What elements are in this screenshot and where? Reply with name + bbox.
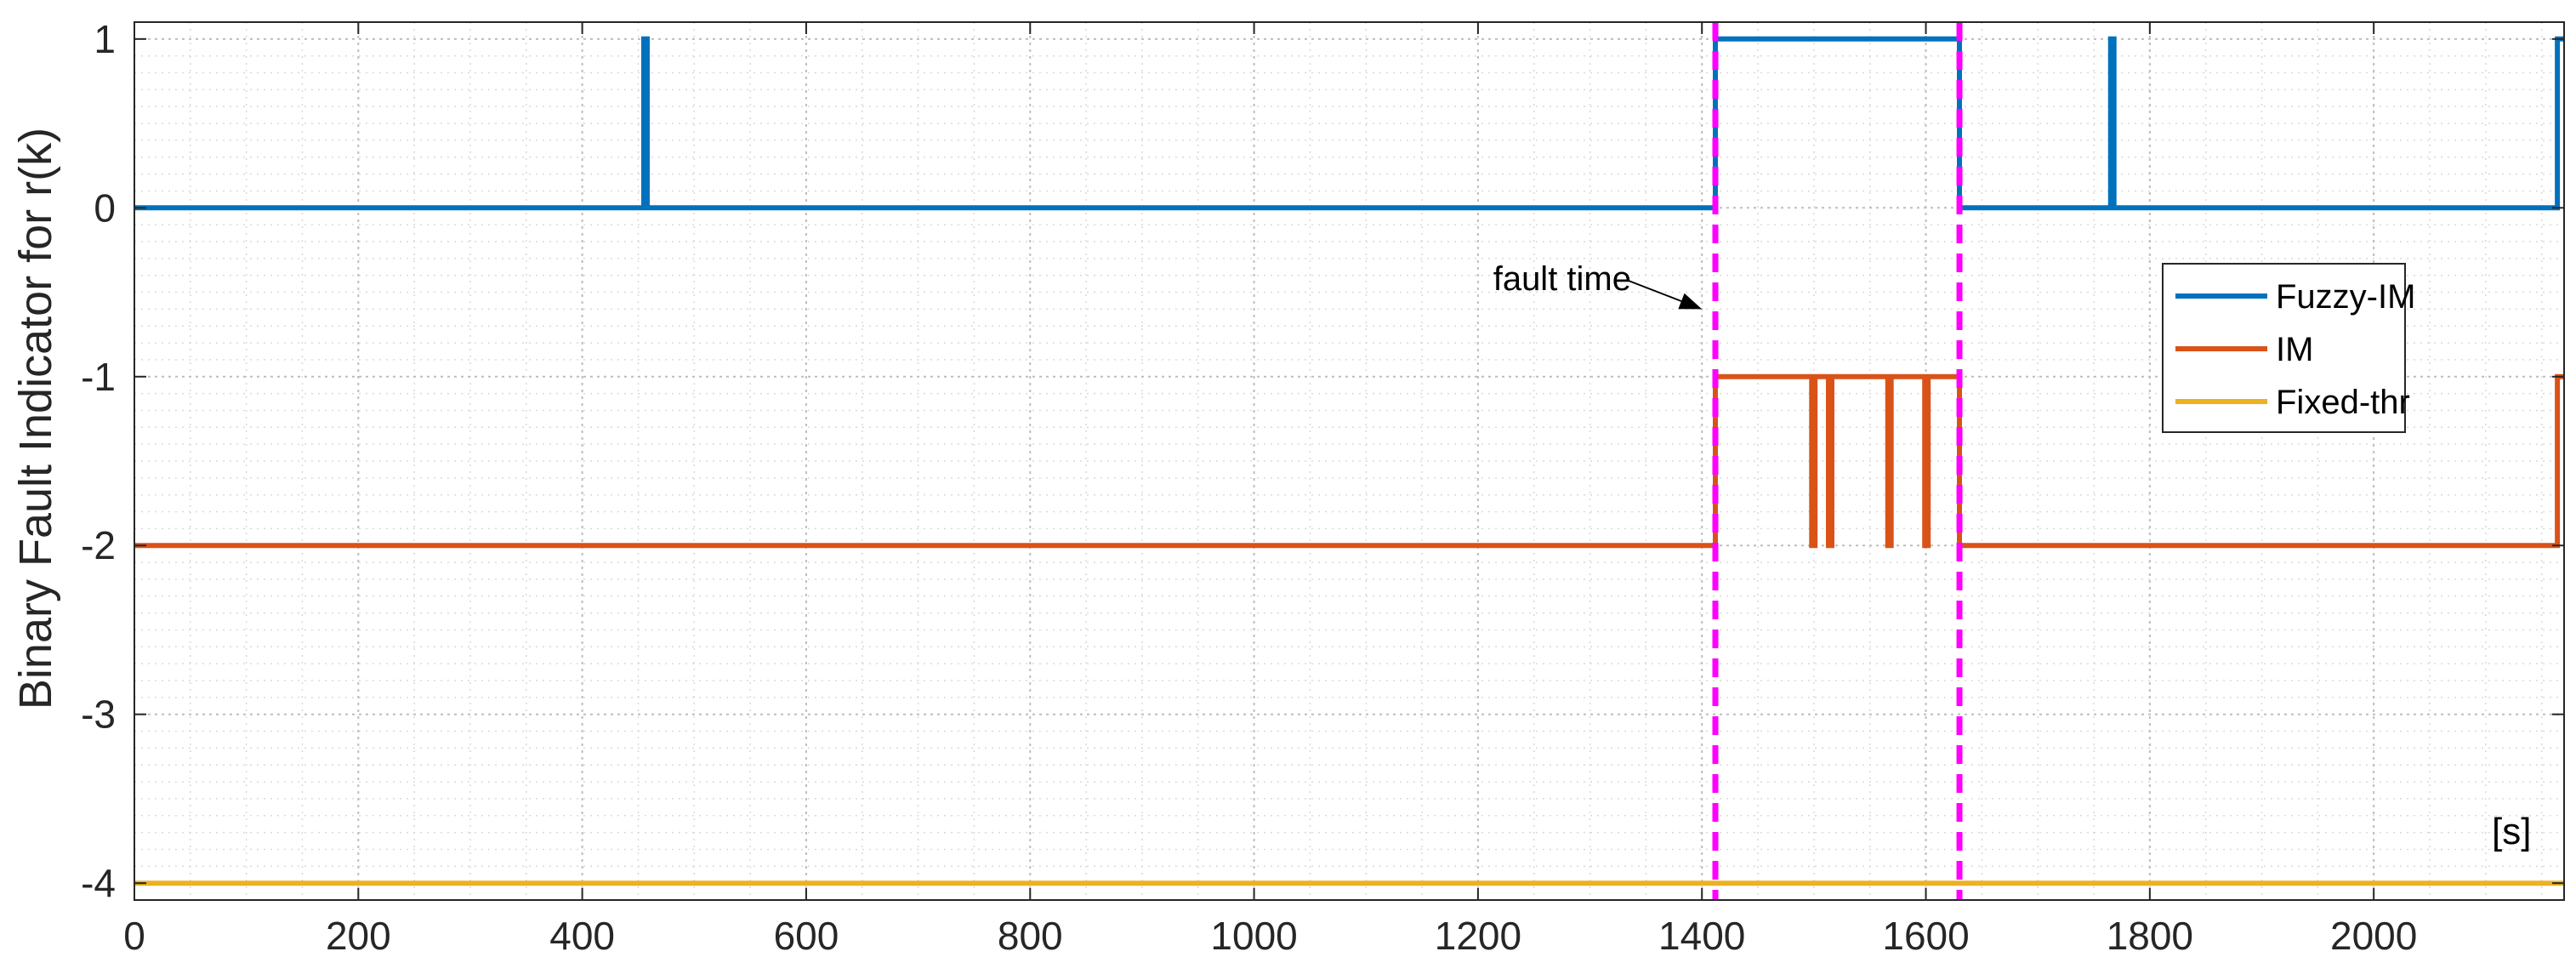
fault-time-arrowhead	[1678, 293, 1703, 310]
legend-label-im: IM	[2276, 331, 2313, 368]
plot-frame	[134, 21, 2565, 901]
fault-time-annotation: fault time	[1493, 260, 1703, 310]
plot-area	[134, 22, 2564, 900]
x-unit-label: [s]	[2492, 811, 2531, 852]
x-tick-label: 400	[549, 914, 615, 958]
y-tick-label: -3	[81, 692, 116, 737]
x-tick-label: 1600	[1882, 914, 1969, 958]
x-tick-label: 1800	[2107, 914, 2193, 958]
y-tick-label: 1	[94, 17, 116, 61]
legend: Fuzzy-IM IM Fixed-thr	[2162, 263, 2415, 433]
x-tick-label: 1200	[1435, 914, 1521, 958]
x-tick-label: 2000	[2330, 914, 2417, 958]
fault-lines	[1712, 22, 1963, 900]
x-tick-label: 600	[774, 914, 839, 958]
x-tick-label: 800	[998, 914, 1063, 958]
legend-label-fuzzy-im: Fuzzy-IM	[2276, 278, 2415, 316]
legend-label-fixed-thr: Fixed-thr	[2276, 384, 2410, 421]
y-axis-ticks: 1 0 -1 -2 -3 -4	[81, 17, 2564, 905]
x-axis-ticks: 0 200 400 600 800 1000 1200 1400 1600 1800 2000	[123, 22, 2417, 958]
y-tick-label: 0	[94, 185, 116, 230]
x-tick-label: 1400	[1658, 914, 1745, 958]
x-tick-label: 200	[326, 914, 391, 958]
x-tick-label: 0	[123, 914, 145, 958]
y-tick-label: -4	[81, 861, 116, 905]
x-tick-label: 1000	[1210, 914, 1297, 958]
y-tick-label: -2	[81, 523, 116, 567]
y-tick-label: -1	[81, 355, 116, 399]
y-axis-label: Binary Fault Indicator for r(k)	[10, 128, 61, 709]
fault-time-arrow	[1628, 280, 1682, 302]
fault-time-label: fault time	[1493, 260, 1631, 298]
